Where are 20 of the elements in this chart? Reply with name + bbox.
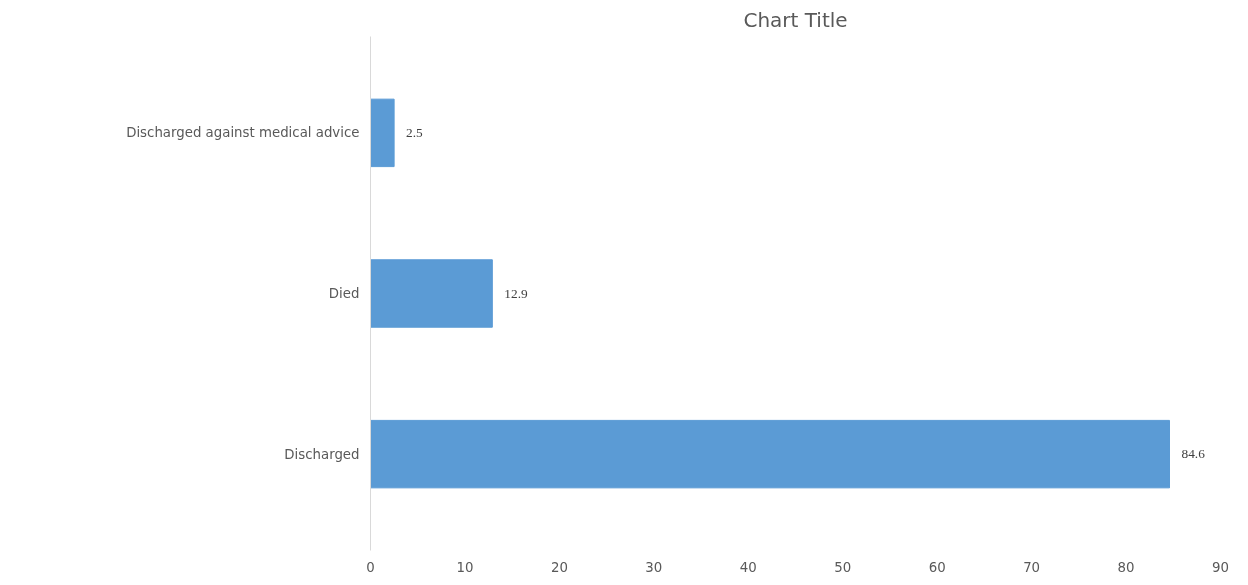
x-tick-label: 40: [739, 559, 757, 575]
data-label: 2.5: [406, 124, 424, 140]
x-tick-label: 30: [645, 559, 663, 575]
x-tick-label: 80: [1117, 559, 1135, 575]
x-tick-label: 10: [456, 559, 474, 575]
x-tick-label: 60: [928, 559, 946, 575]
y-tick-label: Discharged against medical advice: [126, 125, 360, 141]
data-label: 84.6: [1181, 446, 1206, 462]
bar: [370, 419, 1170, 489]
x-tick-label: 0: [366, 559, 375, 575]
x-tick-label: 20: [550, 559, 568, 575]
bar: [370, 98, 395, 168]
chart-title: Chart Title: [743, 7, 848, 32]
x-tick-label: 50: [834, 559, 852, 575]
y-tick-label: Discharged: [284, 446, 360, 462]
data-label: 12.9: [504, 285, 528, 301]
bar: [370, 259, 493, 328]
y-tick-label: Died: [328, 286, 360, 301]
x-tick-label: 70: [1023, 559, 1041, 575]
x-tick-label: 90: [1212, 559, 1229, 575]
